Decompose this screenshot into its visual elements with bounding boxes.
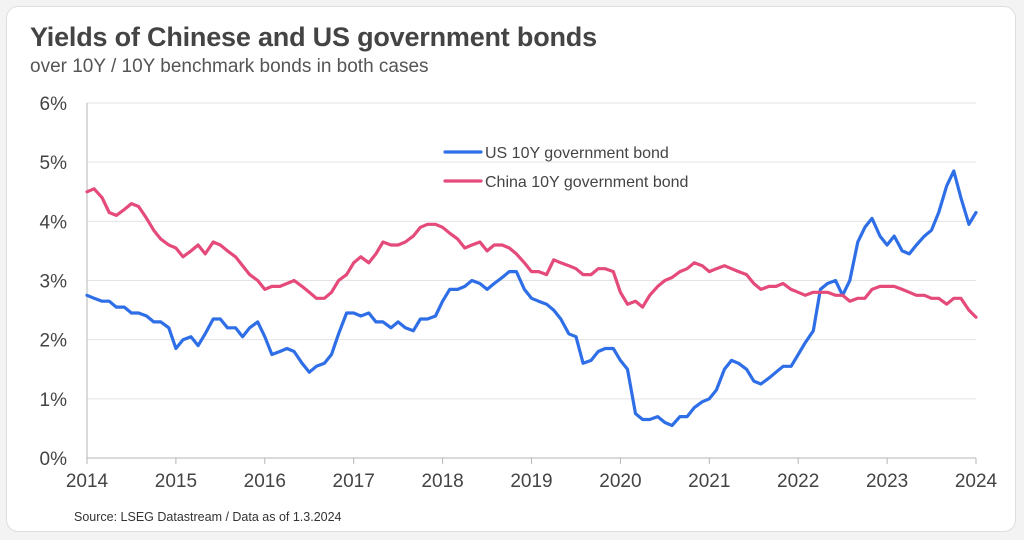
x-tick-label: 2017 <box>333 471 375 492</box>
x-axis-tick-labels: 2014 2015 2016 2017 2018 2019 2020 2021 2022 2023… <box>66 471 998 492</box>
data-series <box>85 169 978 428</box>
series-line-us-10y-government-bond <box>85 169 978 428</box>
x-tick-label: 2014 <box>66 471 109 492</box>
chart-card <box>6 6 1016 532</box>
legend-label-china-10y-government-bond: China 10Y government bond <box>485 174 688 191</box>
x-tick-label: 2019 <box>510 471 552 492</box>
gridlines <box>86 102 977 464</box>
y-tick-label: 4% <box>40 212 68 233</box>
y-tick-label: 3% <box>40 272 68 293</box>
chart-subtitle: over 10Y / 10Y benchmark bonds in both c… <box>30 56 429 77</box>
y-tick-label: 6% <box>40 94 68 115</box>
chart-title: Yields of Chinese and US government bond… <box>30 22 597 52</box>
y-tick-label: 0% <box>40 449 68 470</box>
x-tick-label: 2023 <box>866 471 908 492</box>
y-tick-label: 1% <box>40 390 68 411</box>
x-tick-label: 2015 <box>155 471 197 492</box>
y-axis-tick-labels: 0% 1% 2% 3% 4% 5% 6% <box>40 94 68 470</box>
x-tick-label: 2020 <box>599 471 641 492</box>
source-note: Source: LSEG Datastream / Data as of 1.3… <box>74 510 342 524</box>
x-tick-label: 2016 <box>244 471 286 492</box>
x-tick-label: 2018 <box>421 471 463 492</box>
legend-label-us-10y-government-bond: US 10Y government bond <box>485 145 669 162</box>
x-tick-label: 2022 <box>777 471 819 492</box>
y-tick-label: 5% <box>40 153 68 174</box>
legend: US 10Y government bond China 10Y governme… <box>443 145 688 191</box>
series-line-china-10y-government-bond <box>85 187 978 319</box>
x-tick-label: 2021 <box>688 471 730 492</box>
y-tick-label: 2% <box>40 331 68 352</box>
x-tick-label: 2024 <box>955 471 998 492</box>
